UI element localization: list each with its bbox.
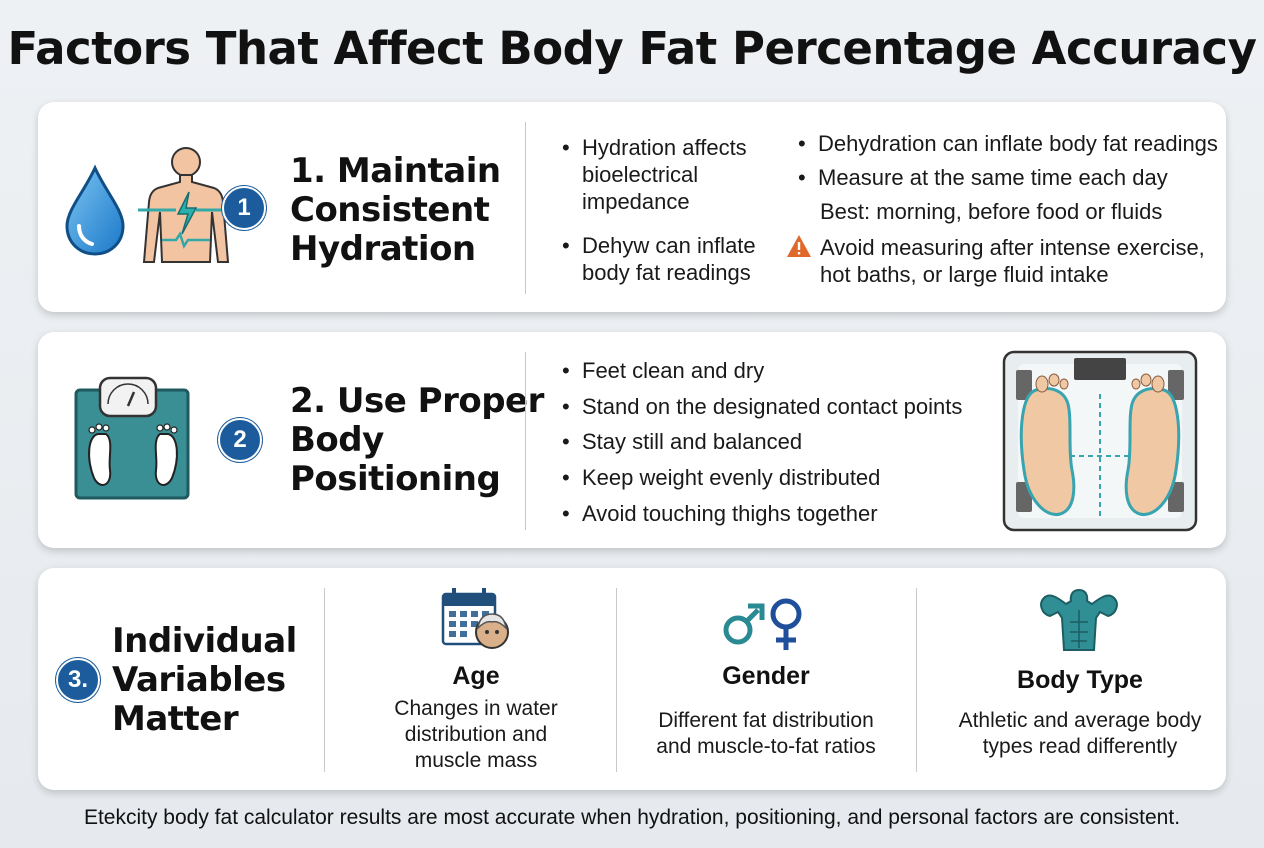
- heading-line: Individual: [112, 621, 297, 661]
- heading-line: Matter: [112, 699, 239, 739]
- desc-line: distribution and: [404, 723, 548, 746]
- positioning-card: 2 2. Use Proper Body Positioning • Feet c…: [38, 332, 1226, 548]
- divider: [525, 352, 526, 530]
- section-heading: Individual Variables Matter: [112, 622, 297, 739]
- bullet-item: • Hydration affects bioelectrical impedan…: [562, 135, 747, 214]
- page-title: Factors That Affect Body Fat Percentage …: [7, 22, 1257, 75]
- desc-line: Different fat distribution: [658, 709, 874, 732]
- divider: [916, 588, 917, 772]
- divider: [616, 588, 617, 772]
- gender-symbols-icon: [723, 598, 802, 650]
- individual-variables-card: 3. Individual Variables Matter Age Chang…: [38, 568, 1226, 790]
- desc-line: muscle mass: [414, 749, 538, 772]
- heading-line: Body: [290, 420, 384, 460]
- bullet-item: • Stand on the designated contact points: [562, 394, 963, 419]
- step-badge-2: 2: [218, 418, 262, 462]
- desc-line: and muscle-to-fat ratios: [656, 735, 876, 758]
- heading-line: Hydration: [290, 229, 476, 269]
- desc-line: Athletic and average body: [958, 709, 1202, 732]
- factor-description: Athletic and average body types read dif…: [930, 708, 1230, 760]
- warning-text: Avoid measuring after intense exercise, …: [820, 235, 1205, 287]
- divider: [525, 122, 526, 294]
- factor-title: Age: [452, 662, 500, 690]
- divider: [324, 588, 325, 772]
- feet-on-scale-icon: [1002, 350, 1198, 532]
- bullet-item: • Stay still and balanced: [562, 429, 803, 454]
- heading-line: 1. Maintain: [290, 151, 501, 191]
- bullet-item: • Measure at the same time each day: [798, 165, 1168, 190]
- body-impedance-icon: [138, 147, 234, 263]
- factor-title: Body Type: [1017, 666, 1143, 694]
- heading-line: Variables: [112, 660, 286, 700]
- scale-icon: [74, 376, 190, 500]
- step-badge-3: 3.: [56, 658, 100, 702]
- step-badge-1: 1: [222, 186, 266, 230]
- bullet-item: • Dehydration can inflate body fat readin…: [798, 131, 1218, 156]
- water-drop-icon: [65, 164, 125, 256]
- section-heading: 1. Maintain Consistent Hydration: [290, 152, 501, 269]
- bullet-item: • Dehyw can inflate body fat readings: [562, 233, 756, 285]
- calendar-age-icon: [441, 588, 509, 649]
- heading-line: Consistent: [290, 190, 490, 230]
- desc-line: Changes in water: [394, 697, 558, 720]
- hydration-card: 1 1. Maintain Consistent Hydration • Hydr…: [38, 102, 1226, 312]
- bullet-item: • Avoid touching thighs together: [562, 501, 878, 526]
- muscular-body-icon: [1040, 588, 1118, 651]
- heading-line: Positioning: [290, 459, 501, 499]
- desc-line: types read differently: [982, 735, 1178, 758]
- bullet-item: • Keep weight evenly distributed: [562, 465, 881, 490]
- section-heading: 2. Use Proper Body Positioning: [290, 382, 544, 499]
- footer-note: Etekcity body fat calculator results are…: [83, 806, 1181, 829]
- warning-icon: [787, 235, 811, 257]
- factor-title: Gender: [722, 662, 810, 690]
- best-time-note: Best: morning, before food or fluids: [820, 199, 1163, 224]
- factor-description: Different fat distribution and muscle-to…: [626, 708, 906, 760]
- heading-line: 2. Use Proper: [290, 381, 544, 421]
- factor-description: Changes in water distribution and muscle…: [336, 696, 616, 774]
- bullet-item: • Feet clean and dry: [562, 358, 765, 383]
